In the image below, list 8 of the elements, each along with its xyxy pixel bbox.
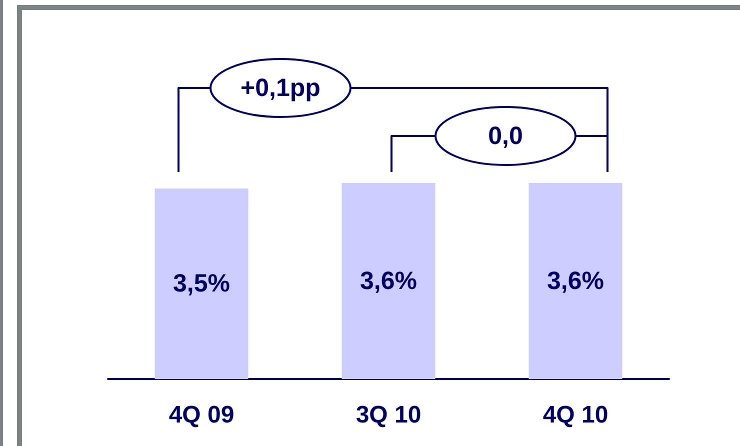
x-tick-label: 4Q 10 <box>542 402 608 428</box>
data-label: 3,5% <box>173 270 230 298</box>
text: 0,0 <box>488 122 523 150</box>
data-label: 3,6% <box>360 267 417 295</box>
x-tick-label: 4Q 09 <box>168 402 234 428</box>
data-label: 3,6% <box>547 267 604 295</box>
text: +0,1pp <box>240 74 320 102</box>
x-tick-label: 3Q 10 <box>356 402 422 428</box>
